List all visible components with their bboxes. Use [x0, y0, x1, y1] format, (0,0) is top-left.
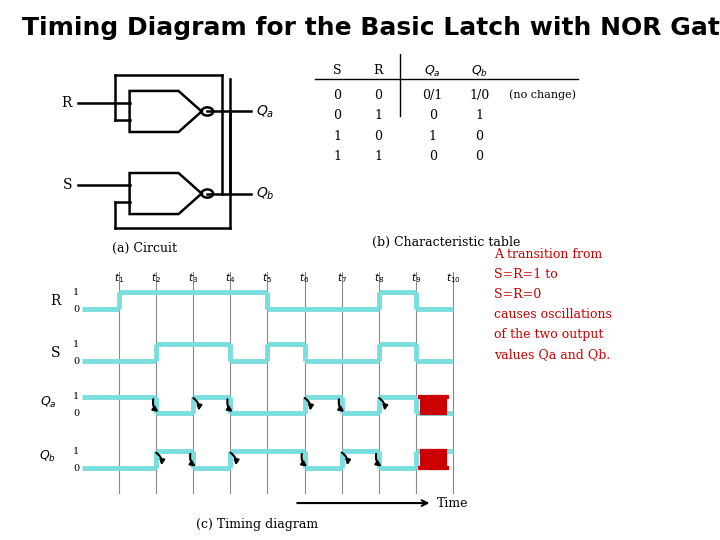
- Text: $t_9$: $t_9$: [411, 271, 421, 285]
- Text: 1/0: 1/0: [469, 89, 490, 102]
- Text: 0: 0: [73, 409, 79, 418]
- Text: 0: 0: [374, 130, 382, 143]
- Text: $Q_b$: $Q_b$: [40, 449, 56, 464]
- Text: 1: 1: [374, 109, 382, 122]
- Text: $t_6$: $t_6$: [300, 271, 310, 285]
- Text: $t_{10}$: $t_{10}$: [446, 271, 461, 285]
- Text: $Q_a$: $Q_a$: [424, 64, 441, 79]
- Text: $Q_a$: $Q_a$: [256, 103, 274, 120]
- Text: 0: 0: [73, 357, 79, 366]
- Text: $Q_a$: $Q_a$: [40, 394, 56, 409]
- Text: $t_5$: $t_5$: [262, 271, 272, 285]
- Text: 1: 1: [475, 109, 483, 122]
- Text: S: S: [63, 178, 72, 192]
- Text: 0: 0: [333, 109, 341, 122]
- Text: S: S: [51, 346, 60, 360]
- Text: $t_8$: $t_8$: [374, 271, 384, 285]
- Text: $t_1$: $t_1$: [114, 271, 124, 285]
- Text: $t_3$: $t_3$: [188, 271, 198, 285]
- Text: $Q_b$: $Q_b$: [471, 64, 487, 79]
- Text: (a) Circuit: (a) Circuit: [112, 242, 176, 255]
- Text: R: R: [373, 64, 383, 77]
- Text: $Q_b$: $Q_b$: [256, 185, 275, 202]
- Text: Time: Time: [436, 497, 468, 510]
- Text: 1: 1: [73, 288, 79, 296]
- Text: (no change): (no change): [508, 90, 576, 100]
- Text: Timing Diagram for the Basic Latch with NOR Gates: Timing Diagram for the Basic Latch with …: [22, 16, 720, 40]
- Text: 0: 0: [374, 89, 382, 102]
- Text: (b) Characteristic table: (b) Characteristic table: [372, 236, 521, 249]
- Text: $t_4$: $t_4$: [225, 271, 235, 285]
- Text: $t_7$: $t_7$: [337, 271, 347, 285]
- Text: 1: 1: [73, 340, 79, 349]
- Text: 0: 0: [428, 109, 437, 122]
- Text: 0: 0: [333, 89, 341, 102]
- Text: A transition from
S=R=1 to
S=R=0
causes oscillations
of the two output
values Qa: A transition from S=R=1 to S=R=0 causes …: [494, 248, 612, 361]
- Text: 0: 0: [475, 150, 483, 163]
- Text: 0: 0: [73, 305, 79, 314]
- Text: 1: 1: [333, 130, 341, 143]
- Text: 1: 1: [73, 447, 79, 456]
- Text: $t_2$: $t_2$: [151, 271, 161, 285]
- Text: 0: 0: [73, 463, 79, 472]
- Text: R: R: [62, 96, 72, 110]
- Text: 1: 1: [374, 150, 382, 163]
- Text: 1: 1: [428, 130, 437, 143]
- Text: R: R: [50, 294, 60, 308]
- Text: 0: 0: [428, 150, 437, 163]
- Text: 1: 1: [333, 150, 341, 163]
- Text: 0: 0: [475, 130, 483, 143]
- Text: (c) Timing diagram: (c) Timing diagram: [196, 518, 318, 531]
- Text: 1: 1: [73, 392, 79, 401]
- Text: S: S: [333, 64, 341, 77]
- Text: 0/1: 0/1: [423, 89, 443, 102]
